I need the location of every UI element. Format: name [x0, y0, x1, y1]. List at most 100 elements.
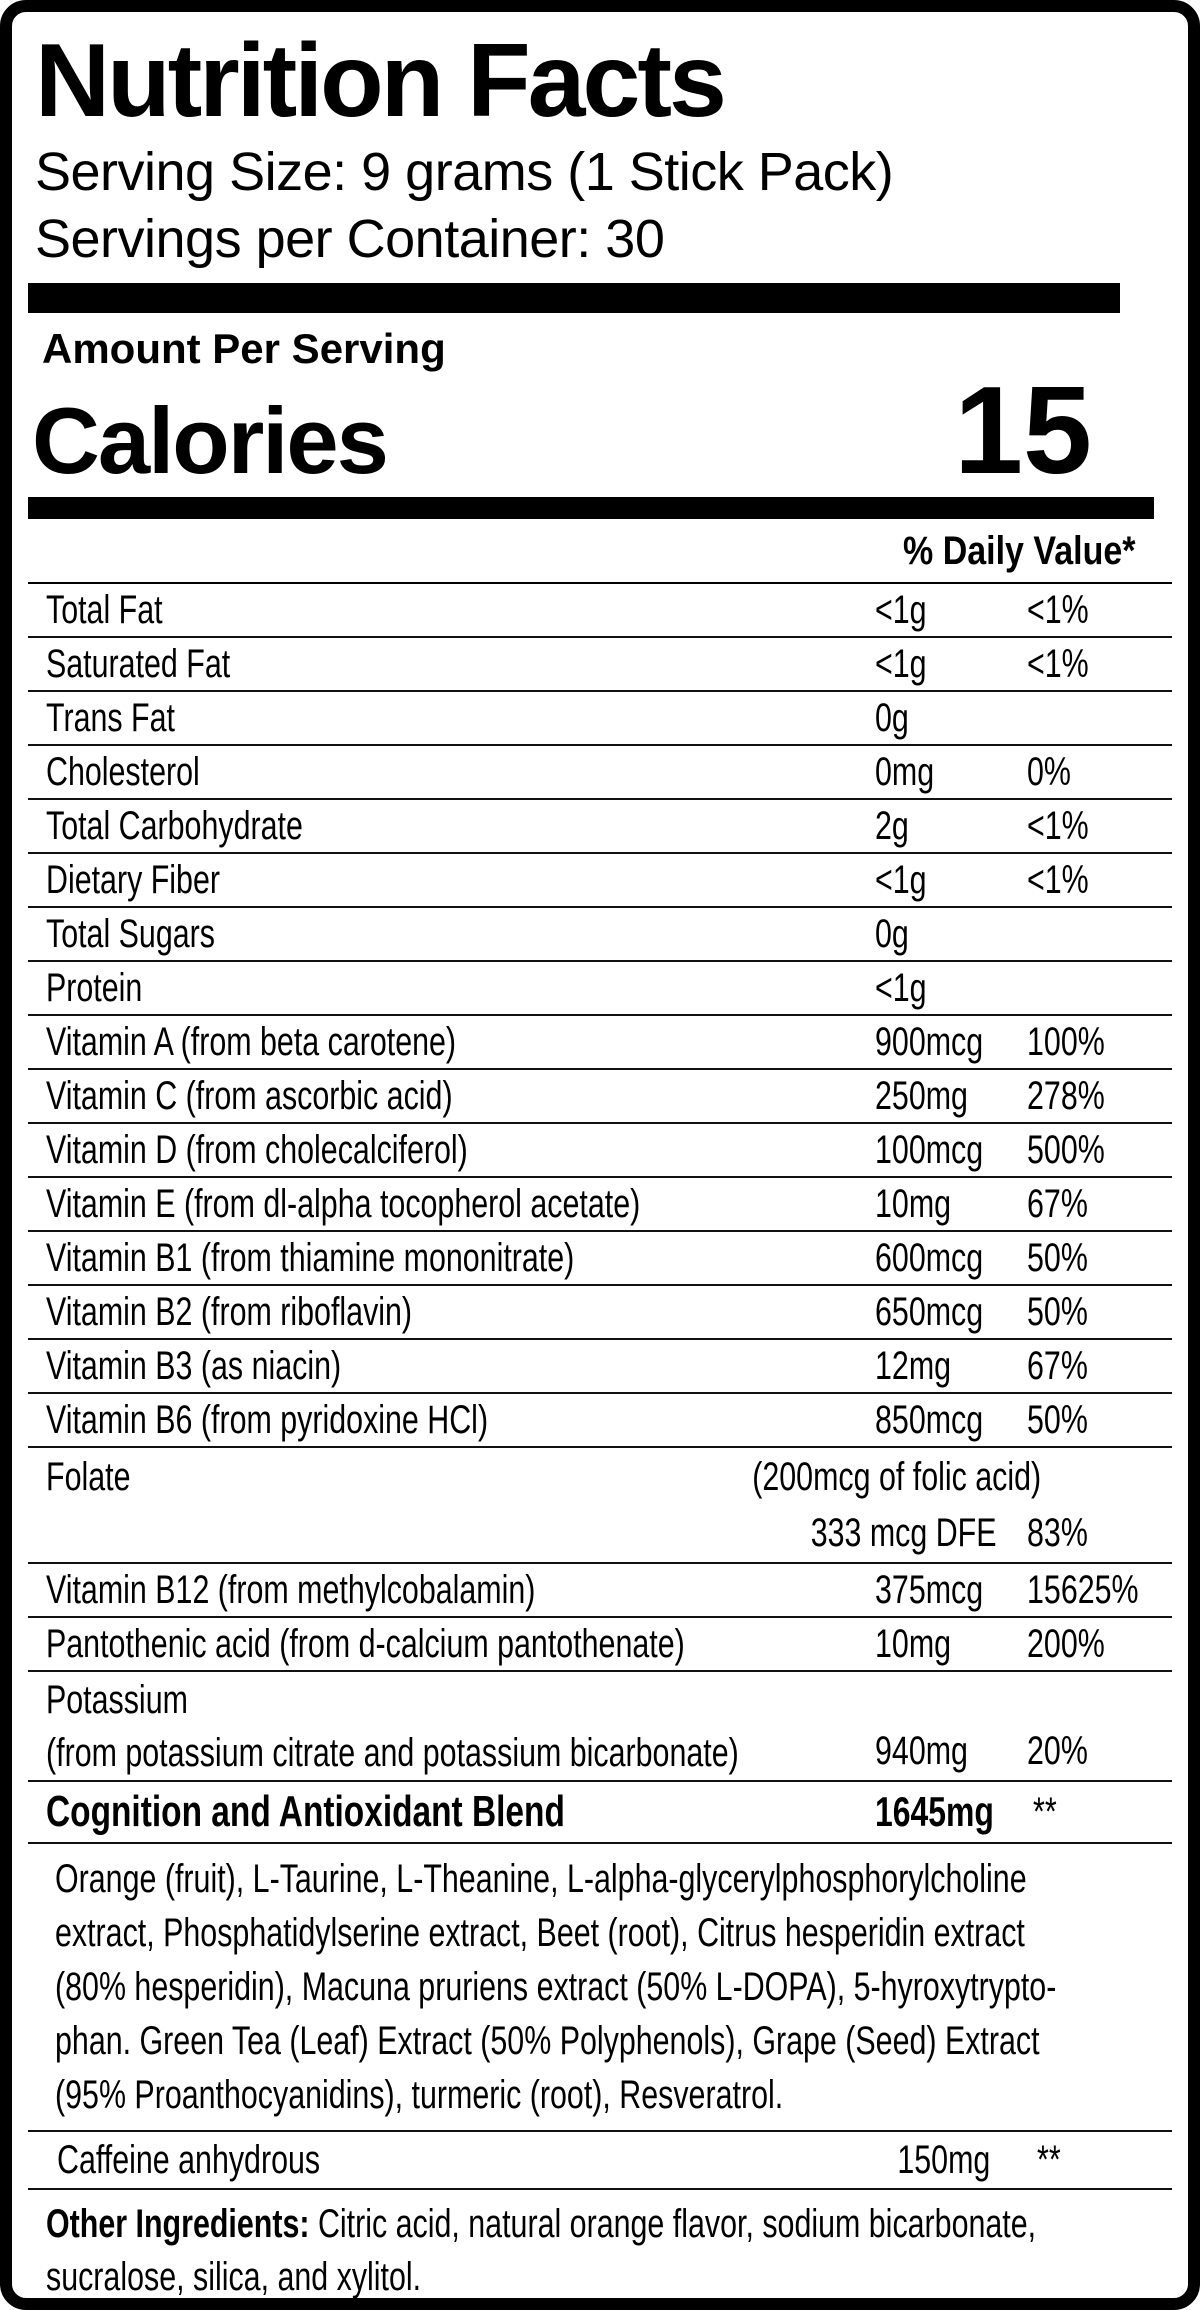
nutrient-amount: 940mg	[875, 1729, 968, 1774]
calories-row: Calories 15	[32, 369, 1092, 494]
nutrient-name: Pantothenic acid (from d-calcium pantoth…	[46, 1622, 685, 1667]
calories-label: Calories	[32, 388, 389, 494]
nutrient-row: Vitamin C (from ascorbic acid) 250mg 278…	[28, 1070, 1172, 1125]
potassium-row: Potassium (from potassium citrate and po…	[28, 1672, 1172, 1783]
nutrient-name: Vitamin B2 (from riboflavin)	[46, 1290, 413, 1335]
nutrient-dv: <1%	[1027, 588, 1089, 633]
nutrient-amount: 10mg	[875, 1622, 952, 1667]
nutrient-row: Vitamin B6 (from pyridoxine HCl) 850mcg …	[28, 1394, 1172, 1449]
nutrient-amount: 0g	[875, 696, 909, 741]
nutrient-amount: 2g	[875, 804, 909, 849]
nutrient-dv: 50%	[1027, 1236, 1088, 1281]
nutrient-dv: 100%	[1027, 1020, 1105, 1065]
nutrient-name: Trans Fat	[46, 696, 175, 741]
nutrient-dv: 20%	[1027, 1729, 1088, 1774]
nutrient-dv: 50%	[1027, 1398, 1088, 1443]
nutrient-name: Dietary Fiber	[46, 858, 221, 903]
nutrient-dv: <1%	[1027, 858, 1089, 903]
blend-ingredients-line: extract, Phosphatidylserine extract, Bee…	[55, 1911, 1025, 1956]
nutrient-amount: <1g	[875, 642, 927, 687]
nutrient-dv: 50%	[1027, 1290, 1088, 1335]
nutrient-dv: 500%	[1027, 1128, 1105, 1173]
blend-name: Cognition and Antioxidant Blend	[46, 1787, 565, 1837]
blend-row: Cognition and Antioxidant Blend 1645mg *…	[28, 1782, 1172, 1845]
nutrient-amount: 250mg	[875, 1074, 968, 1119]
nutrition-facts-title: Nutrition Facts	[35, 23, 727, 139]
nutrient-name: Vitamin A (from beta carotene)	[46, 1020, 457, 1065]
folate-source-note: (200mcg of folic acid)	[752, 1455, 1041, 1500]
nutrient-dv: 15625%	[1027, 1568, 1139, 1613]
blend-ingredients-paragraph: Orange (fruit), L-Taurine, L-Theanine, L…	[28, 1844, 1172, 2133]
nutrient-dv: 0%	[1027, 750, 1071, 795]
nutrient-name: Total Fat	[46, 588, 163, 633]
blend-ingredients-line: (80% hesperidin), Macuna pruriens extrac…	[55, 1965, 1057, 2010]
daily-value-header-row: % Daily Value*	[12, 519, 1188, 582]
nutrient-amount: 0mg	[875, 750, 935, 795]
nutrient-dv-asterisks: **	[1037, 2138, 1061, 2183]
nutrient-amount: 0g	[875, 912, 909, 957]
nutrient-row: Vitamin A (from beta carotene) 900mcg 10…	[28, 1016, 1172, 1071]
nutrient-row: Dietary Fiber <1g <1%	[28, 854, 1172, 909]
nutrient-name: Vitamin B3 (as niacin)	[46, 1344, 342, 1389]
nutrient-name: Folate	[46, 1455, 131, 1500]
servings-per-container: Servings per Container: 30	[35, 208, 665, 269]
nutrient-name: Vitamin C (from ascorbic acid)	[46, 1074, 453, 1119]
nutrient-amount: 900mcg	[875, 1020, 984, 1065]
nutrient-amount: <1g	[875, 966, 927, 1011]
caffeine-row: Caffeine anhydrous 150mg **	[28, 2132, 1172, 2191]
nutrient-name: Vitamin B6 (from pyridoxine HCl)	[46, 1398, 489, 1443]
folate-row: Folate (200mcg of folic acid) 333 mcg DF…	[28, 1448, 1172, 1565]
daily-value-header: % Daily Value*	[902, 529, 1135, 574]
potassium-source-note: (from potassium citrate and potassium bi…	[46, 1731, 739, 1776]
nutrient-dv: 67%	[1027, 1344, 1088, 1389]
nutrient-dv: <1%	[1027, 642, 1089, 687]
blend-amount: 1645mg	[875, 1788, 994, 1836]
nutrient-rows-group-1: Total Fat <1g <1% Saturated Fat <1g <1% …	[28, 584, 1172, 1449]
nutrient-name: Vitamin B12 (from methylcobalamin)	[46, 1568, 536, 1613]
nutrient-name: Total Carbohydrate	[46, 804, 303, 849]
nutrient-amount: 600mcg	[875, 1236, 984, 1281]
nutrient-name: Vitamin B1 (from thiamine mononitrate)	[46, 1236, 575, 1281]
nutrient-name: Saturated Fat	[46, 642, 231, 687]
nutrient-amount: 150mg	[897, 2138, 990, 2183]
nutrient-dv: 278%	[1027, 1074, 1105, 1119]
divider-bar-thick-top	[28, 283, 1120, 314]
nutrient-table: Total Fat <1g <1% Saturated Fat <1g <1% …	[28, 582, 1172, 2298]
nutrient-amount: <1g	[875, 858, 927, 903]
nutrient-amount: 12mg	[875, 1344, 952, 1389]
nutrient-dv: 83%	[1027, 1511, 1088, 1556]
nutrient-row: Total Fat <1g <1%	[28, 584, 1172, 639]
nutrient-name: Caffeine anhydrous	[57, 2138, 321, 2183]
nutrient-rows-group-2: Vitamin B12 (from methylcobalamin) 375mc…	[28, 1564, 1172, 1673]
nutrient-row: Vitamin E (from dl-alpha tocopherol acet…	[28, 1178, 1172, 1233]
nutrient-row: Vitamin B2 (from riboflavin) 650mcg 50%	[28, 1286, 1172, 1341]
serving-size: Serving Size: 9 grams (1 Stick Pack)	[35, 142, 894, 203]
nutrient-name: Cholesterol	[46, 750, 200, 795]
nutrient-name: Vitamin E (from dl-alpha tocopherol acet…	[46, 1182, 641, 1227]
nutrient-amount: 850mcg	[875, 1398, 984, 1443]
nutrient-amount: <1g	[875, 588, 927, 633]
nutrient-row: Vitamin B12 (from methylcobalamin) 375mc…	[28, 1564, 1172, 1619]
nutrient-row: Vitamin B1 (from thiamine mononitrate) 6…	[28, 1232, 1172, 1287]
other-ingredients-section: Other Ingredients: Citric acid, natural …	[28, 2190, 1172, 2298]
blend-ingredients-line: phan. Green Tea (Leaf) Extract (50% Poly…	[55, 2019, 1040, 2064]
nutrient-row: Total Sugars 0g	[28, 908, 1172, 963]
divider-bar-thick-mid	[28, 497, 1154, 520]
nutrient-dv: 200%	[1027, 1622, 1105, 1667]
nutrient-amount: 375mcg	[875, 1568, 984, 1613]
nutrient-amount: 100mcg	[875, 1128, 984, 1173]
nutrient-name: Protein	[46, 966, 143, 1011]
other-ingredients-line-1: Other Ingredients: Citric acid, natural …	[46, 2198, 1036, 2251]
nutrient-amount: 10mg	[875, 1182, 952, 1227]
blend-dv-asterisks: **	[1033, 1790, 1057, 1835]
nutrient-amount: 650mcg	[875, 1290, 984, 1335]
amount-per-serving-label: Amount Per Serving	[42, 325, 446, 373]
blend-ingredients-line: Orange (fruit), L-Taurine, L-Theanine, L…	[55, 1857, 1027, 1902]
nutrient-row: Pantothenic acid (from d-calcium pantoth…	[28, 1618, 1172, 1673]
nutrient-name: Vitamin D (from cholecalciferol)	[46, 1128, 468, 1173]
nutrient-row: Saturated Fat <1g <1%	[28, 638, 1172, 693]
nutrient-amount: 333 mcg DFE	[811, 1511, 997, 1556]
nutrient-row: Vitamin D (from cholecalciferol) 100mcg …	[28, 1124, 1172, 1179]
nutrient-dv: 67%	[1027, 1182, 1088, 1227]
